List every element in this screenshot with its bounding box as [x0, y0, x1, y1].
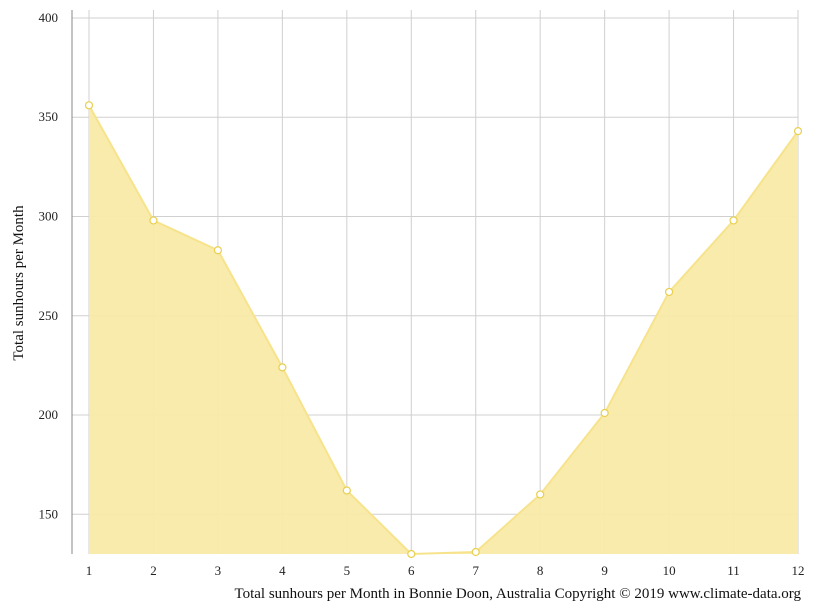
chart-caption: Total sunhours per Month in Bonnie Doon,… — [234, 586, 801, 602]
data-point — [278, 363, 287, 372]
data-point — [84, 101, 94, 110]
x-tick-label: 10 — [663, 563, 676, 578]
x-tick-label: 1 — [86, 563, 93, 578]
y-tick-label: 250 — [39, 308, 59, 323]
data-point — [664, 287, 674, 297]
y-tick-label: 200 — [39, 407, 59, 422]
data-point — [149, 216, 158, 225]
data-point — [793, 127, 803, 136]
x-tick-label: 12 — [792, 563, 805, 578]
data-point — [729, 216, 738, 225]
y-axis-title: Total sunhours per Month — [11, 205, 27, 361]
data-point — [407, 549, 416, 559]
x-tick-label: 3 — [215, 563, 222, 578]
series-markers — [84, 101, 803, 559]
y-tick-label: 150 — [39, 506, 59, 521]
x-tick-label: 8 — [537, 563, 544, 578]
y-tick-label: 400 — [39, 10, 59, 25]
x-tick-label: 9 — [601, 563, 608, 578]
data-point — [600, 408, 609, 418]
y-tick-label: 350 — [39, 109, 59, 124]
x-tick-label: 7 — [472, 563, 479, 578]
data-point — [536, 490, 545, 499]
series-area-fill — [89, 105, 798, 555]
x-tick-label: 5 — [344, 563, 351, 578]
data-point — [471, 547, 480, 557]
data-point — [213, 246, 223, 255]
x-tick-labels: 1 2 3 4 5 6 7 8 9 10 11 12 — [86, 563, 805, 578]
y-tick-label: 300 — [39, 208, 59, 223]
y-tick-labels: 150 200 250 300 350 400 — [39, 10, 59, 521]
data-point — [342, 486, 351, 495]
x-tick-label: 11 — [727, 563, 740, 578]
x-tick-label: 2 — [150, 563, 157, 578]
x-tick-label: 4 — [279, 563, 286, 578]
series-line — [88, 104, 799, 556]
x-tick-label: 6 — [408, 563, 415, 578]
